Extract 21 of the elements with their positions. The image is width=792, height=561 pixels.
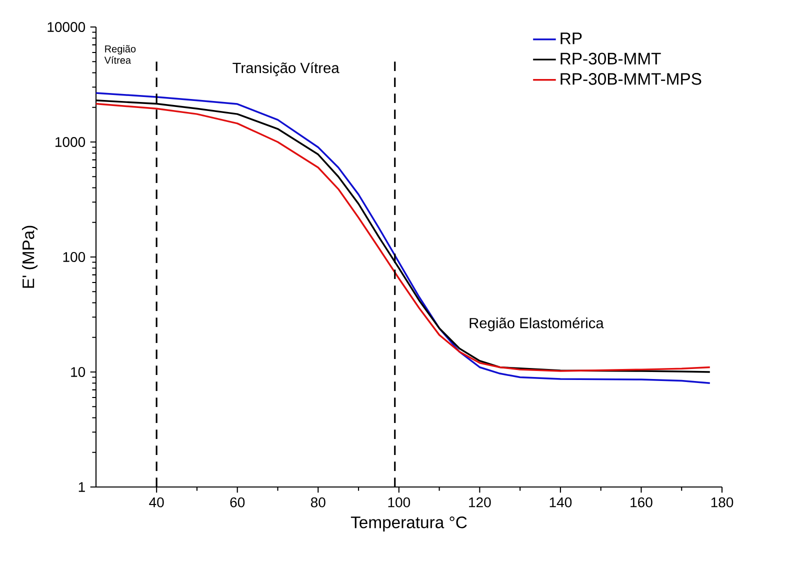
annotation: Região Elastomérica	[470, 317, 604, 332]
y-tick-label: 10000	[48, 22, 86, 32]
x-tick-label: 60	[230, 497, 245, 508]
legend-label: RP-30B-MMT	[560, 52, 661, 65]
y-tick-label: 1000	[56, 137, 86, 147]
x-axis-title: Temperatura °C	[350, 516, 467, 532]
x-tick-label: 100	[388, 497, 410, 508]
y-tick-label: 1	[78, 482, 85, 492]
y-tick-label: 10	[71, 367, 86, 377]
x-tick-label: 80	[310, 497, 326, 508]
x-tick-label: 160	[630, 497, 652, 508]
y-tick-label: 100	[63, 252, 86, 262]
x-tick-label: 140	[550, 497, 572, 508]
x-tick-label: 120	[469, 497, 491, 508]
legend-label: RP-30B-MMT-MPS	[560, 73, 702, 85]
y-axis-title: E' (MPa)	[22, 226, 38, 288]
x-tick-label: 180	[711, 497, 734, 508]
annotation: Transição Vítrea	[232, 62, 340, 76]
x-tick-label: 40	[149, 497, 164, 508]
annotation: Região Vítrea	[104, 45, 136, 64]
legend-label: RP	[560, 32, 582, 44]
